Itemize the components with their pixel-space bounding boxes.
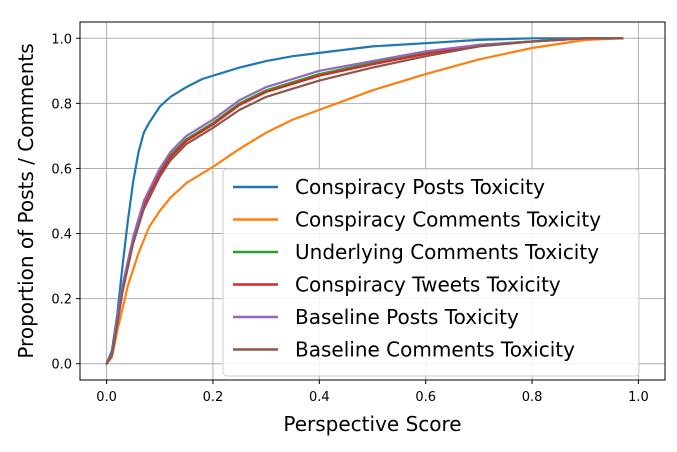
legend-box	[222, 168, 640, 377]
series-line-6	[105, 37, 624, 365]
y-tick-label: 0.8	[51, 97, 72, 112]
y-tick-label: 1.0	[51, 32, 72, 47]
legend-label: Baseline Comments Toxicity	[295, 338, 575, 362]
legend-label: Conspiracy Tweets Toxicity	[295, 273, 561, 297]
x-tick-label: 1.0	[628, 390, 649, 405]
x-tick-label: 0.0	[96, 390, 117, 405]
legend-label: Conspiracy Posts Toxicity	[295, 175, 545, 199]
legend-label: Conspiracy Comments Toxicity	[295, 208, 601, 232]
x-tick-label: 0.4	[309, 390, 330, 405]
axis-ticks: 0.0 0.2 0.4 0.6 0.8 1.0 0.0 0.2 0.4 0.6 0.8 1.0	[51, 32, 648, 405]
y-axis-label: Proportion of Posts / Comments	[14, 43, 38, 358]
x-tick-label: 0.6	[415, 390, 436, 405]
series-line-5	[105, 37, 624, 365]
y-tick-label: 0.2	[51, 293, 72, 308]
legend-label: Baseline Posts Toxicity	[295, 305, 519, 329]
x-axis-label: Perspective Score	[283, 412, 461, 436]
series-line-1	[105, 37, 624, 365]
plot-frame	[79, 21, 666, 381]
y-tick-label: 0.6	[51, 162, 72, 177]
y-tick-label: 0.0	[51, 358, 72, 373]
series-line-2	[105, 37, 624, 365]
x-tick-label: 0.8	[522, 390, 543, 405]
legend-label: Underlying Comments Toxicity	[295, 240, 599, 264]
legend: Conspiracy Posts Toxicity Conspiracy Comm…	[222, 168, 640, 377]
series-lines	[105, 37, 624, 365]
y-tick-label: 0.4	[51, 228, 72, 243]
x-tick-label: 0.2	[203, 390, 224, 405]
